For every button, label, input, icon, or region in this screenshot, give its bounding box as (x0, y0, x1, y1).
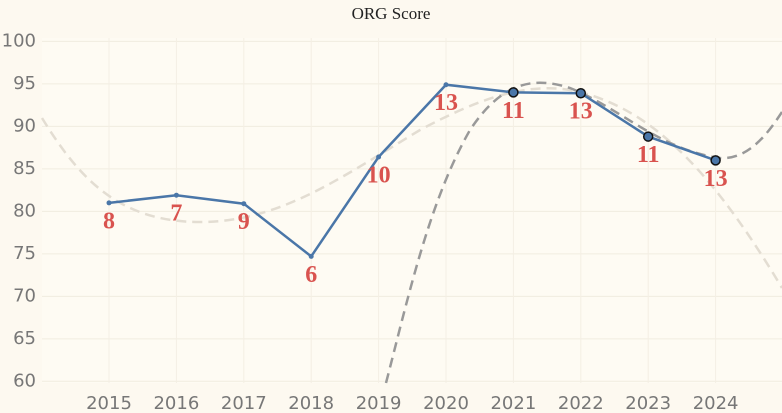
x-tick-label: 2019 (356, 393, 402, 413)
x-tick-label: 2023 (625, 393, 671, 413)
point (106, 200, 112, 206)
point (241, 201, 247, 207)
x-tick-label: 2021 (490, 393, 536, 413)
y-tick-label: 90 (13, 115, 36, 136)
point-label: 11 (637, 142, 660, 168)
y-tick-label: 85 (13, 158, 36, 179)
x-tick-label: 2015 (86, 393, 132, 413)
grid (42, 38, 782, 383)
x-tick-label: 2022 (558, 393, 604, 413)
point-label: 8 (103, 208, 115, 234)
point (710, 155, 721, 166)
trend-line (384, 81, 782, 384)
y-tick-label: 95 (13, 73, 36, 94)
x-tick-label: 2024 (693, 393, 739, 413)
point (508, 87, 519, 98)
point-label: 13 (569, 99, 593, 125)
y-tick-label: 80 (13, 200, 36, 221)
point (642, 131, 654, 142)
y-tick-label: 100 (2, 30, 36, 51)
plot-area (42, 38, 782, 383)
x-tick-label: 2018 (288, 393, 334, 413)
x-tick-label: 2017 (221, 393, 267, 413)
chart-title: ORG Score (352, 4, 431, 23)
y-tick-label: 60 (13, 370, 36, 391)
point (173, 192, 179, 198)
y-tick-label: 65 (13, 328, 36, 349)
point-label: 6 (305, 262, 317, 288)
point-label: 10 (367, 162, 391, 188)
x-tick-label: 2020 (423, 393, 469, 413)
point (308, 253, 314, 259)
point-label: 13 (704, 166, 728, 192)
line (108, 83, 717, 259)
point-label: 11 (502, 98, 525, 124)
trend-line (40, 87, 782, 289)
point (376, 154, 382, 160)
point (575, 87, 587, 99)
point-label: 7 (170, 201, 182, 227)
y-tick-label: 70 (13, 285, 36, 306)
y-tick-label: 75 (13, 243, 36, 264)
marks: 8 7 9 6 10 13 11 13 11 13 (103, 82, 728, 288)
point-label: 9 (238, 209, 250, 235)
point (443, 82, 449, 88)
point-label: 13 (434, 90, 458, 116)
x-tick-label: 2016 (153, 393, 199, 413)
